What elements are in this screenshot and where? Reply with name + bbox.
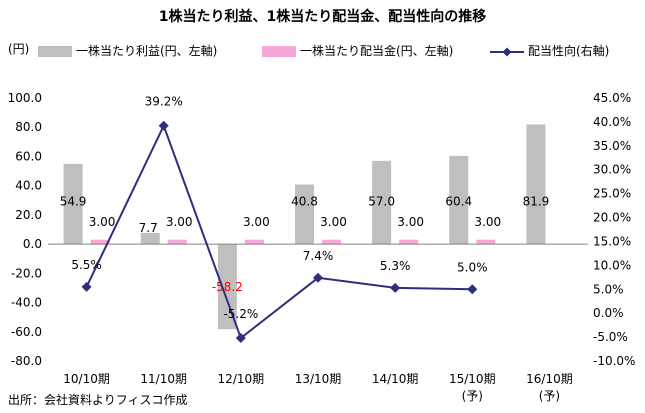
right-axis-tick-label: 10.0% xyxy=(593,258,631,272)
payout-ratio-line xyxy=(85,123,473,340)
legend-payout-swatch xyxy=(490,46,524,58)
right-axis-tick-label: -10.0% xyxy=(593,354,635,368)
dps-bar xyxy=(322,239,341,245)
eps-bar xyxy=(295,184,314,245)
x-axis-tick-label: 16/10期 xyxy=(526,372,573,386)
x-axis-tick-suffix: (予) xyxy=(462,389,483,403)
eps-data-label: 54.9 xyxy=(60,195,87,209)
left-axis-tick-label: 20.0 xyxy=(15,208,42,222)
dps-data-label: 3.00 xyxy=(166,215,193,229)
source-note: 出所：会社資料よりフィスコ作成 xyxy=(8,393,188,407)
payout-marker xyxy=(81,281,92,292)
dps-bar xyxy=(476,239,496,245)
payout-data-label: 5.0% xyxy=(457,260,488,274)
legend-dps-label: 一株当たり配当金(円、左軸) xyxy=(300,44,454,58)
left-axis-tick-label: 40.0 xyxy=(15,179,42,193)
payout-marker xyxy=(390,282,401,293)
right-axis-tick-label: 5.0% xyxy=(593,282,624,296)
eps-data-label: 57.0 xyxy=(368,195,395,209)
eps-bar xyxy=(526,124,546,245)
legend-dps: 一株当たり配当金(円、左軸) xyxy=(262,42,453,59)
left-axis-tick-label: -60.0 xyxy=(11,325,42,339)
left-axis-tick-label: 80.0 xyxy=(15,120,42,134)
dps-bar xyxy=(244,239,264,245)
dps-bar xyxy=(90,239,110,245)
left-axis-tick-label: -80.0 xyxy=(11,354,42,368)
payout-marker xyxy=(467,284,478,295)
payout-data-label: 5.5% xyxy=(71,258,102,272)
legend-eps-label: 一株当たり利益(円、左軸) xyxy=(76,44,218,58)
payout-marker xyxy=(235,333,246,344)
left-axis-tick-label: -40.0 xyxy=(11,296,42,310)
dps-bar xyxy=(399,239,419,245)
x-axis-tick-label: 13/10期 xyxy=(295,372,342,386)
right-axis-tick-label: 20.0% xyxy=(593,211,631,225)
left-axis-tick-label: -20.0 xyxy=(11,266,42,280)
eps-bar xyxy=(217,244,237,330)
x-axis-tick-label: 12/10期 xyxy=(218,372,265,386)
eps-data-label: -58.2 xyxy=(212,280,243,294)
right-axis-tick-label: 40.0% xyxy=(593,115,631,129)
dps-data-label: 3.00 xyxy=(243,215,270,229)
eps-bar xyxy=(140,232,160,245)
dps-data-label: 3.00 xyxy=(397,215,424,229)
legend-eps-swatch xyxy=(38,46,72,57)
eps-data-label: 81.9 xyxy=(523,195,550,209)
dps-data-label: 3.00 xyxy=(474,215,501,229)
right-axis-tick-label: 30.0% xyxy=(593,163,631,177)
eps-bar xyxy=(63,163,83,245)
right-axis-tick-label: 35.0% xyxy=(593,139,631,153)
right-axis-tick-label: 25.0% xyxy=(593,187,631,201)
chart-title: 1株当たり利益、1株当たり配当金、配当性向の推移 xyxy=(158,9,487,25)
legend-dps-swatch xyxy=(262,46,296,57)
payout-data-label: -5.2% xyxy=(223,307,258,321)
dps-data-label: 3.00 xyxy=(320,215,347,229)
eps-data-label: 7.7 xyxy=(139,221,158,235)
eps-bar xyxy=(449,155,469,245)
left-axis-tick-label: 100.0 xyxy=(8,91,42,105)
right-axis-tick-label: 15.0% xyxy=(593,234,631,248)
x-axis-tick-label: 11/10期 xyxy=(140,372,187,386)
x-axis-tick-label: 14/10期 xyxy=(372,372,419,386)
payout-marker xyxy=(158,120,169,131)
payout-marker xyxy=(313,272,323,283)
left-axis-tick-label: 60.0 xyxy=(15,149,42,163)
x-axis-tick-label: 15/10期 xyxy=(449,372,496,386)
right-axis-tick-label: 0.0% xyxy=(593,306,624,320)
legend-eps: 一株当たり利益(円、左軸) xyxy=(38,42,217,59)
legend-payout: 配当性向(右軸) xyxy=(490,42,609,59)
payout-data-label: 5.3% xyxy=(380,259,411,273)
right-axis-tick-label: 45.0% xyxy=(593,91,631,105)
left-axis-tick-label: 0.0 xyxy=(23,237,42,251)
x-axis-tick-suffix: (予) xyxy=(539,389,560,403)
eps-data-label: 60.4 xyxy=(445,195,472,209)
y-axis-unit: (円) xyxy=(8,42,30,56)
legend-payout-label: 配当性向(右軸) xyxy=(528,44,610,58)
x-axis-tick-label: 10/10期 xyxy=(63,372,110,386)
eps-bar xyxy=(372,160,392,245)
payout-data-label: 39.2% xyxy=(145,95,183,109)
payout-data-label: 7.4% xyxy=(303,249,334,263)
right-axis-tick-label: -5.0% xyxy=(593,330,628,344)
dps-data-label: 3.00 xyxy=(89,215,116,229)
eps-data-label: 40.8 xyxy=(291,195,318,209)
dps-bar xyxy=(167,239,187,245)
